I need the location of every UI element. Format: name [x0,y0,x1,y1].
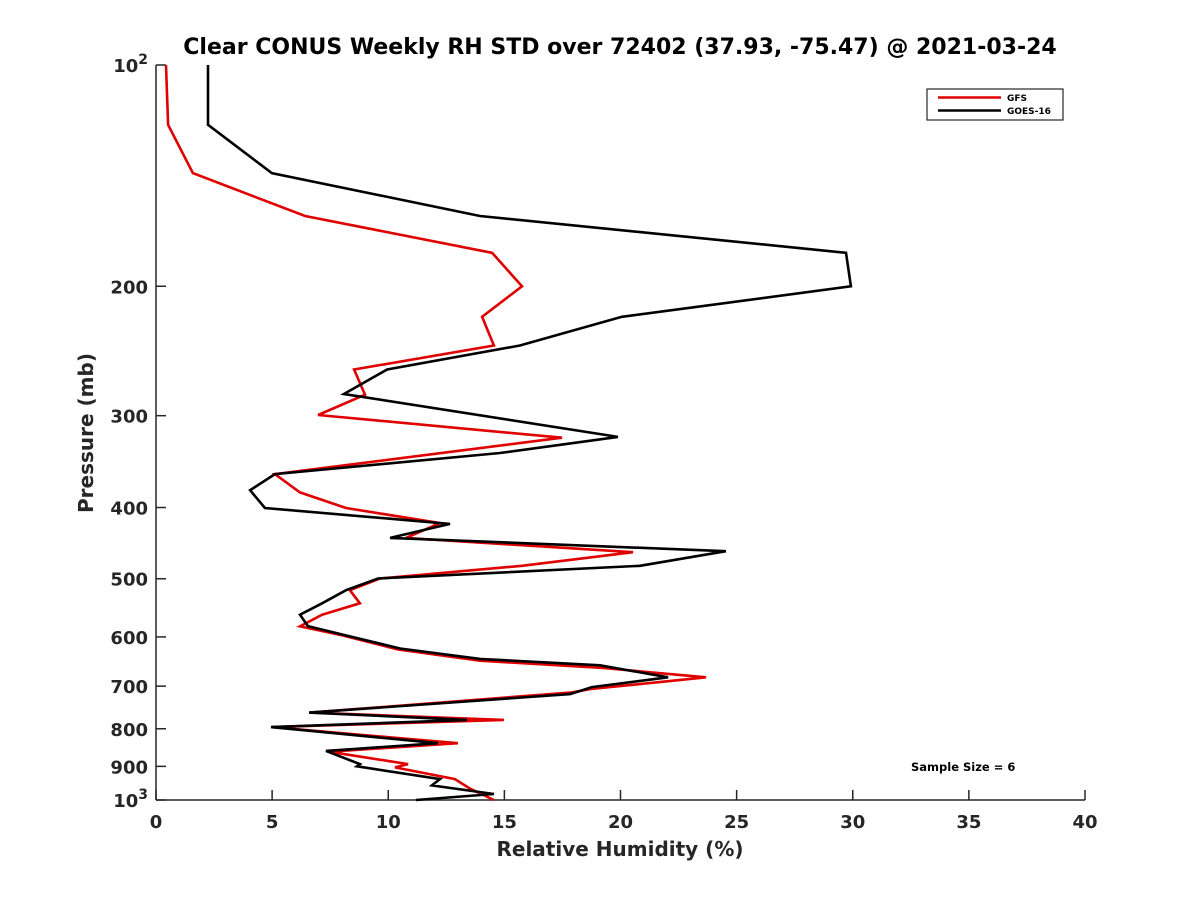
series-layer [164,64,853,802]
x-tick-label: 40 [1072,812,1097,833]
x-tick-label: 5 [266,812,279,833]
legend-label-gfs: GFS [1007,94,1027,104]
x-tick-label: 30 [840,812,865,833]
series-line-gfs [164,64,707,802]
y-tick-label: 200 [110,277,148,298]
legend: GFS GOES-16 [926,88,1064,121]
y-tick-label: 700 [110,677,148,698]
legend-label-goes16: GOES-16 [1007,107,1051,117]
y-tick-label: 400 [110,499,148,520]
x-tick-label: 35 [956,812,981,833]
y-tick-label: 103 [113,787,148,812]
y-tick-label: 900 [110,757,148,778]
y-tick-label: 600 [110,628,148,649]
axes [155,65,1085,801]
series-line-goes16 [206,65,853,802]
x-tick-label: 0 [150,812,163,833]
y-axis-label: Pressure (mb) [74,353,98,513]
y-tick-label: 800 [110,720,148,741]
y-tick-label: 300 [110,407,148,428]
x-tick-label: 15 [492,812,517,833]
chart-title: Clear CONUS Weekly RH STD over 72402 (37… [183,35,1056,60]
x-axis-label: Relative Humidity (%) [496,837,743,861]
y-axis-ticks: 102 200 300 400 500 600 700 800 900 103 [110,52,166,812]
sample-size-annotation: Sample Size = 6 [911,760,1015,774]
y-tick-label: 102 [113,52,148,77]
legend-box [926,88,1064,121]
x-axis-ticks: 0 5 10 15 20 25 30 35 40 [150,790,1098,833]
x-tick-label: 10 [376,812,401,833]
y-tick-label: 500 [110,570,148,591]
x-tick-label: 20 [608,812,633,833]
x-tick-label: 25 [724,812,749,833]
